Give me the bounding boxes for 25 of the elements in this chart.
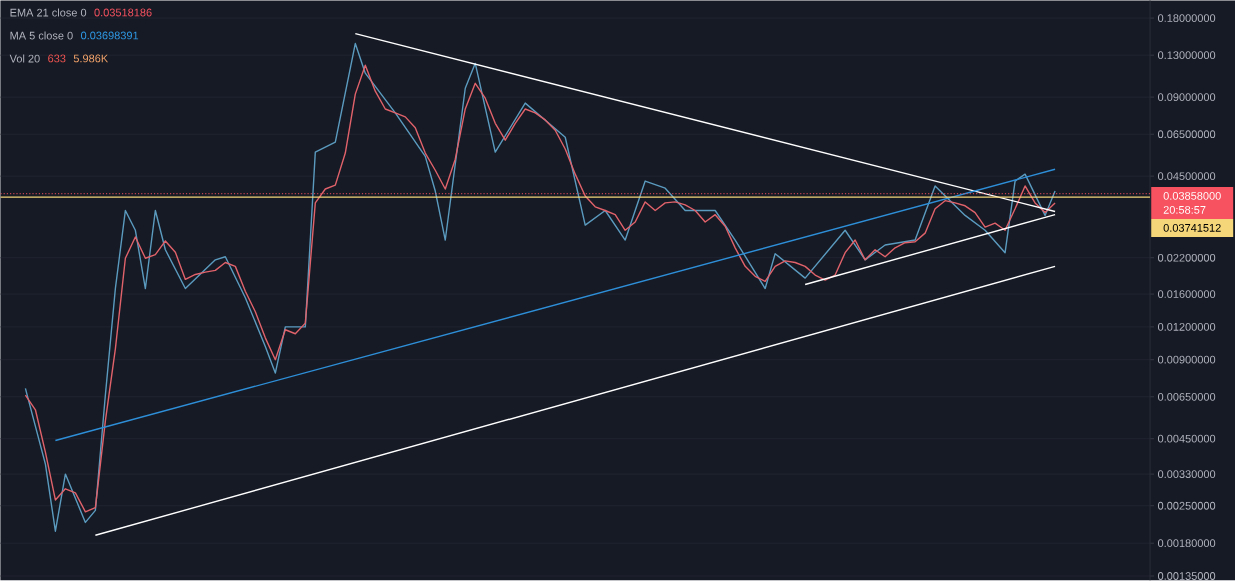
text: 20:58:57 — [1163, 205, 1206, 214]
annotation: MA 5 close 0 — [10, 31, 73, 40]
annotation: 0.03698391 — [80, 31, 139, 40]
y-tick-label: 0.00900000 — [1157, 355, 1216, 364]
y-tick-label: 0.00135000 — [1157, 572, 1216, 580]
y-tick-label: 0.09000000 — [1157, 93, 1216, 101]
ref-line-label: 0.03741512 — [1163, 223, 1221, 232]
y-tick-label: 0.01200000 — [1157, 322, 1216, 331]
annotation: 5.986K — [73, 54, 109, 63]
y-tick-label: 0.00180000 — [1157, 539, 1216, 547]
annotation: 633 — [48, 54, 66, 63]
y-tick-label: 0.00450000 — [1157, 434, 1216, 443]
ref-line-label: 0.03858000 — [1163, 191, 1221, 200]
y-tick-label: 0.04500000 — [1157, 172, 1216, 180]
y-tick-label: 0.00250000 — [1157, 501, 1216, 510]
annotation: Vol 20 — [9, 54, 40, 63]
annotation: EMA 21 close 0 — [10, 8, 87, 17]
y-tick-label: 0.13000000 — [1157, 51, 1216, 59]
y-tick-label: 0.02200000 — [1157, 253, 1216, 262]
annotation: 0.03518186 — [94, 8, 152, 17]
y-tick-label: 0.00650000 — [1157, 392, 1216, 401]
y-tick-label: 0.01600000 — [1157, 290, 1216, 298]
y-tick-label: 0.00330000 — [1157, 470, 1216, 478]
y-tick-label: 0.18000000 — [1157, 14, 1216, 22]
y-tick-label: 0.06500000 — [1157, 130, 1216, 139]
